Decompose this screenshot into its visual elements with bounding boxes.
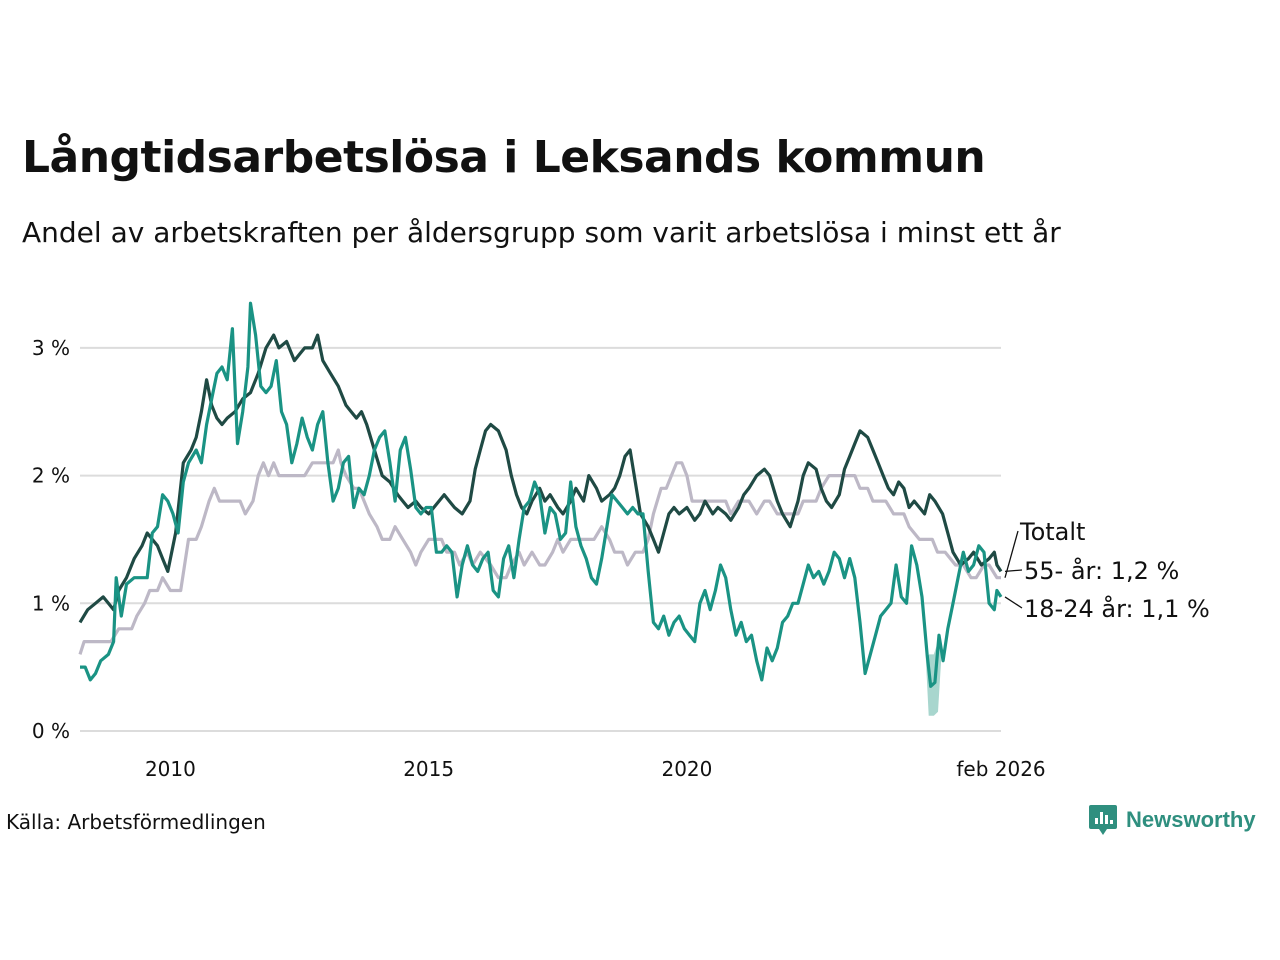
end-label-age55: 55- år: 1,2 % (1024, 556, 1179, 585)
x-tick-label: 2015 (403, 757, 454, 781)
leader-line-total (1004, 530, 1019, 578)
end-label-total: Totalt (1019, 518, 1085, 546)
newsworthy-logo-text: Newsworthy (1126, 807, 1256, 832)
leader-line-age18 (1004, 596, 1023, 609)
y-tick-label: 1 % (32, 591, 70, 615)
x-tick-label: feb 2026 (956, 757, 1045, 781)
end-label-age18: 18-24 år: 1,1 % (1024, 594, 1210, 623)
series-line-age55 (78, 333, 1003, 624)
series-line-total (78, 448, 1001, 655)
source-note: Källa: Arbetsförmedlingen (6, 810, 266, 834)
x-axis-ticks: 2010 2015 2020 feb 2026 (145, 757, 1046, 781)
chart-subtitle: Andel av arbetskraften per åldersgrupp s… (22, 216, 1061, 249)
gridlines (80, 346, 1001, 732)
leader-line-age55 (1004, 569, 1023, 573)
series-line-age18 (80, 301, 1003, 688)
x-tick-label: 2020 (661, 757, 712, 781)
y-tick-label: 3 % (32, 336, 70, 360)
x-tick-label: 2010 (145, 757, 196, 781)
end-labels: Totalt 55- år: 1,2 % 18-24 år: 1,1 % (1004, 518, 1210, 623)
newsworthy-logo-icon (1089, 805, 1117, 835)
y-tick-label: 2 % (32, 464, 70, 488)
newsworthy-logo[interactable]: Newsworthy (1088, 803, 1256, 837)
y-axis-ticks: 0 % 1 % 2 % 3 % (32, 336, 70, 743)
series-lines (78, 301, 1003, 688)
y-tick-label: 0 % (32, 719, 70, 743)
chart-title: Långtidsarbetslösa i Leksands kommun (22, 132, 986, 183)
